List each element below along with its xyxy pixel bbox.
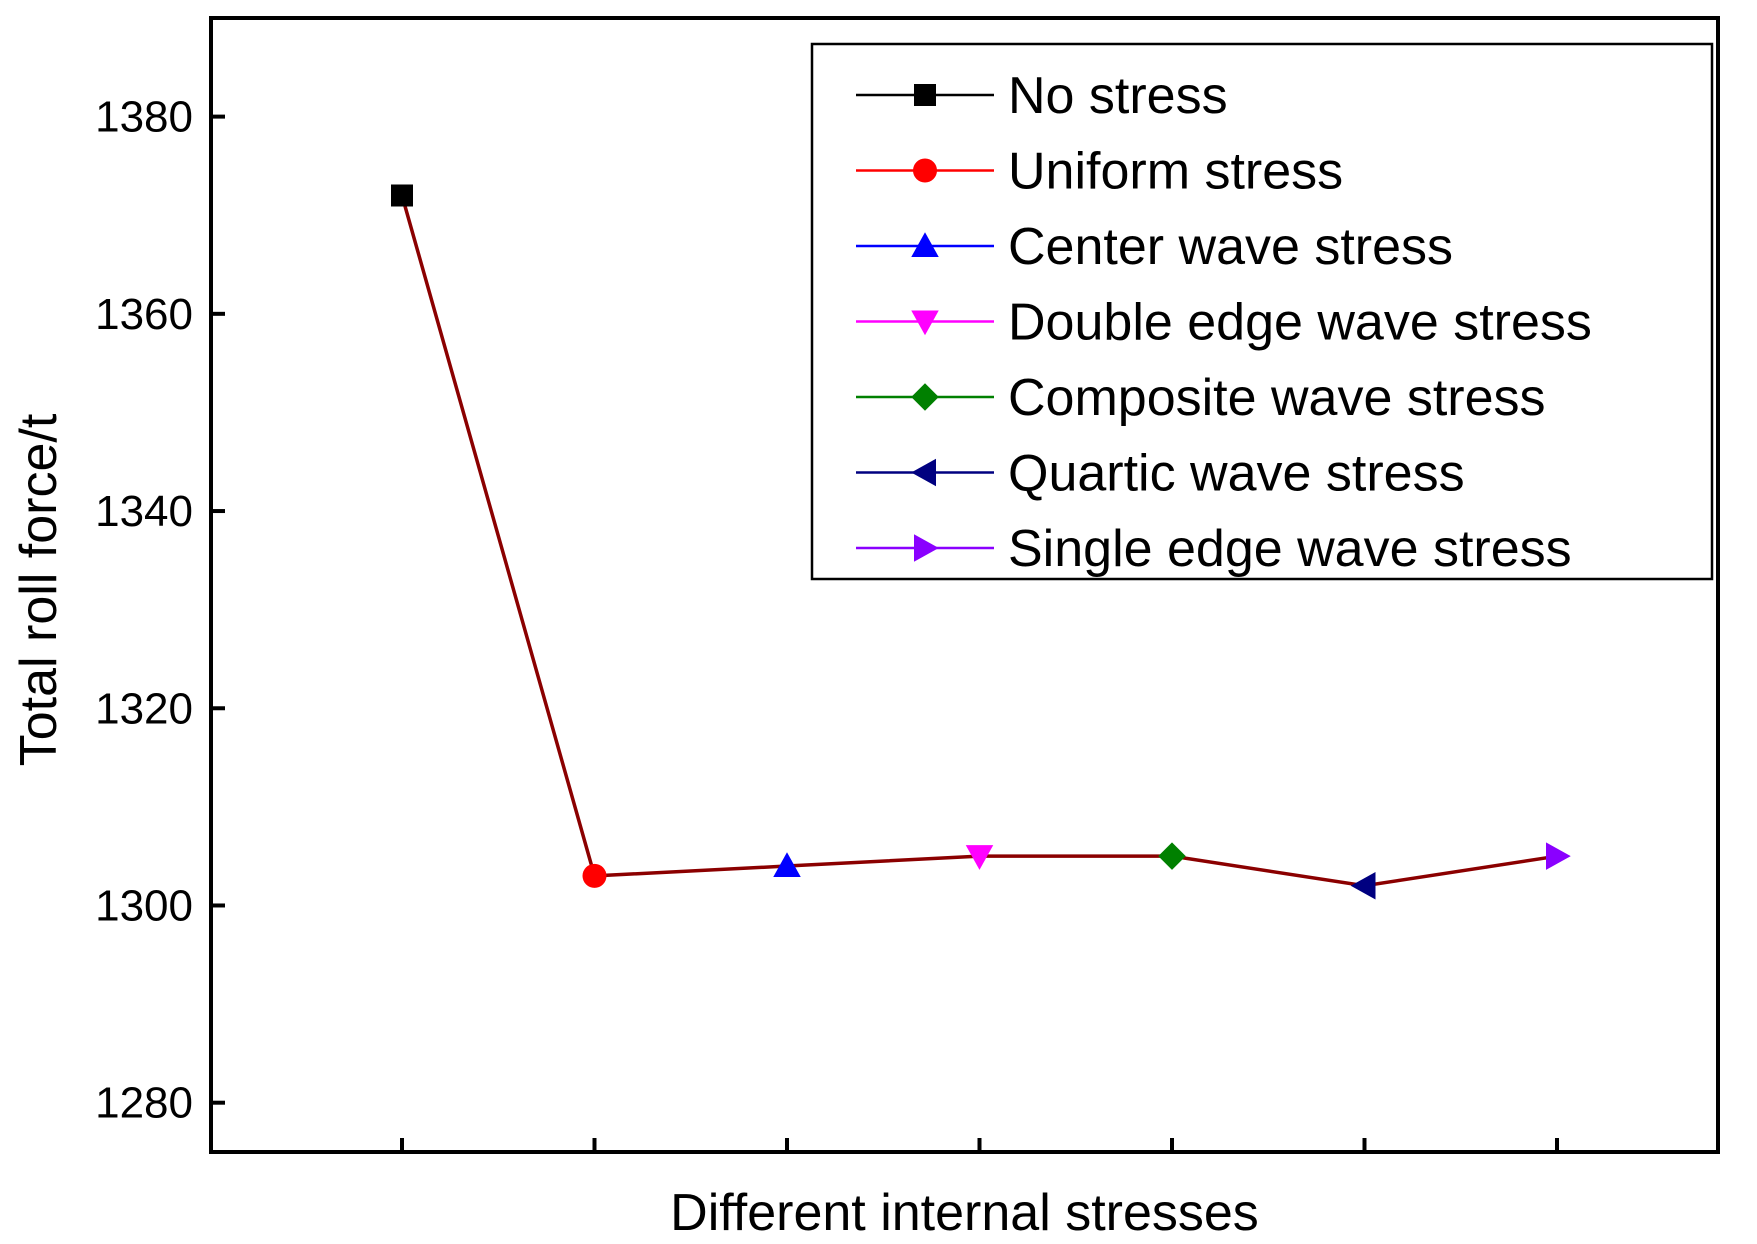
data-point-1	[391, 184, 413, 207]
data-point-4	[965, 845, 994, 870]
y-tick-label: 1360	[95, 290, 193, 339]
legend: No stress Uniform stress Center wave stres…	[810, 42, 1714, 581]
legend-label: No stress	[1008, 67, 1228, 125]
legend-label: Double edge wave stress	[1008, 294, 1592, 352]
y-tick-label: 1280	[95, 1079, 193, 1128]
data-point-7	[1546, 842, 1571, 870]
legend-label: Center wave stress	[1008, 218, 1453, 276]
legend-label: Single edge wave stress	[1008, 520, 1572, 578]
legend-label: Quartic wave stress	[1008, 445, 1465, 503]
x-axis-title: Different internal stresses	[670, 1184, 1259, 1239]
legend-item: Quartic wave stress	[856, 445, 1465, 503]
legend-marker	[913, 158, 937, 183]
axis-layer: 1280 1300 1320 1340 1360 1380	[95, 93, 1559, 1152]
legend-item: Center wave stress	[856, 218, 1453, 276]
y-tick-label: 1300	[95, 881, 193, 930]
legend-marker	[914, 84, 936, 106]
plot-frame	[209, 16, 1720, 1154]
legend-item: Composite wave stress	[856, 369, 1546, 427]
legend-marker	[911, 458, 936, 487]
legend-item: Single edge wave stress	[856, 520, 1572, 578]
legend-box	[810, 42, 1714, 581]
data-point-5	[1158, 842, 1186, 870]
legend-item: Uniform stress	[856, 143, 1343, 201]
legend-label: Uniform stress	[1008, 143, 1343, 201]
y-axis-title: Total roll force/t	[10, 413, 68, 766]
legend-item: No stress	[856, 67, 1228, 125]
legend-label: Composite wave stress	[1008, 369, 1546, 427]
y-tick-label: 1340	[95, 487, 193, 536]
plot-layer	[391, 184, 1571, 900]
y-tick-label: 1380	[95, 93, 193, 142]
legend-marker	[911, 310, 939, 336]
legend-item: Double edge wave stress	[856, 294, 1592, 352]
data-point-3	[773, 852, 801, 878]
data-point-2	[582, 863, 607, 888]
legend-marker	[911, 383, 939, 411]
legend-marker	[914, 534, 939, 562]
data-point-6	[1350, 872, 1376, 900]
legend-marker	[911, 232, 939, 257]
y-tick-label: 1320	[95, 684, 193, 733]
